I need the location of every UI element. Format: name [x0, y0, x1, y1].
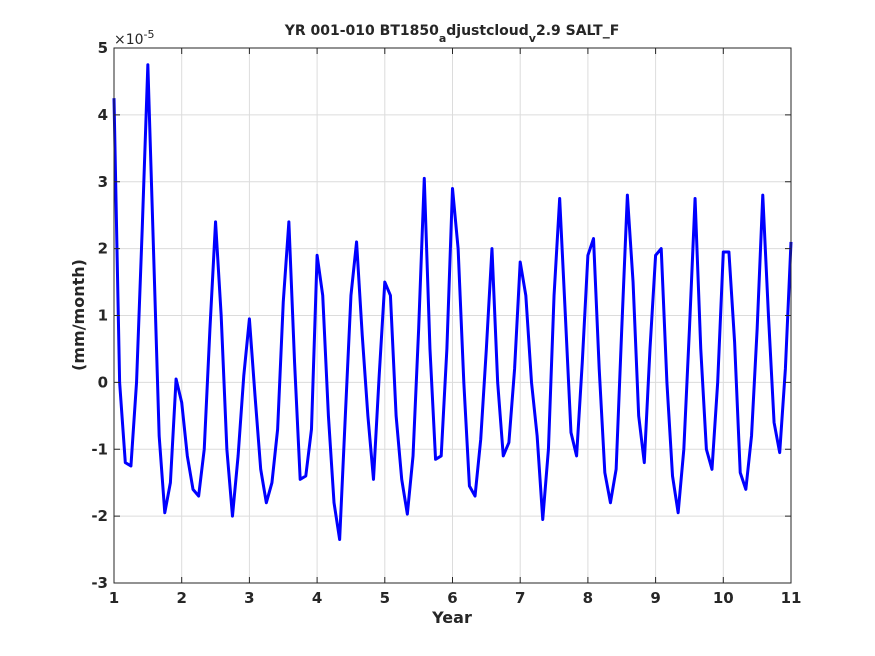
series-group [112, 63, 793, 542]
x-tick-label: 11 [781, 589, 802, 607]
x-tick-label: 7 [515, 589, 525, 607]
y-tick-label: 5 [98, 39, 108, 57]
x-tick-label: 4 [312, 589, 322, 607]
title-subscript-v: v [529, 32, 537, 45]
chart-title: YR 001-010 BT1850adjustcloudv2.9 SALT_F [284, 23, 620, 45]
y-tick-labels: -3 -2 -1 0 1 2 3 4 5 [91, 39, 108, 592]
y-tick-label: 2 [98, 240, 108, 258]
tick-marks [113, 47, 792, 584]
title-subscript-a: a [439, 32, 446, 45]
x-tick-label: 3 [244, 589, 254, 607]
y-tick-label: 3 [98, 173, 108, 191]
y-tick-label: 4 [98, 106, 108, 124]
y-tick-label: 1 [98, 307, 108, 325]
y-tick-label: 0 [98, 373, 108, 391]
x-tick-label: 6 [447, 589, 457, 607]
y-axis-label: (mm/month) [69, 259, 88, 371]
y-exponent-base: ×10 [114, 32, 144, 48]
x-tick-label: 10 [713, 589, 734, 607]
x-tick-labels: 1 2 3 4 5 6 7 8 9 10 11 [109, 589, 802, 607]
series-line [112, 63, 793, 542]
x-tick-label: 5 [380, 589, 390, 607]
title-part-3: 2.9 SALT_F [536, 23, 619, 39]
y-axis-exponent: ×10-5 [114, 28, 155, 49]
title-part-2: djustcloud [446, 23, 529, 39]
y-exponent-power: -5 [144, 28, 155, 41]
y-tick-label: -1 [91, 440, 108, 458]
x-tick-label: 2 [176, 589, 186, 607]
x-axis-label: Year [431, 608, 472, 627]
x-tick-label: 9 [650, 589, 660, 607]
title-part-1: YR 001-010 BT1850 [284, 23, 439, 39]
y-tick-label: -2 [91, 507, 108, 525]
x-tick-label: 8 [583, 589, 593, 607]
y-tick-label: -3 [91, 574, 108, 592]
x-tick-label: 1 [109, 589, 119, 607]
